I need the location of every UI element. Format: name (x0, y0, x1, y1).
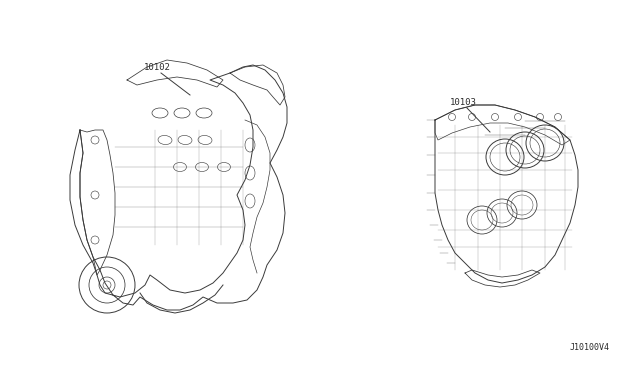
Text: J10100V4: J10100V4 (570, 343, 610, 352)
Text: 10103: 10103 (449, 98, 476, 107)
Text: 10102: 10102 (143, 63, 170, 72)
